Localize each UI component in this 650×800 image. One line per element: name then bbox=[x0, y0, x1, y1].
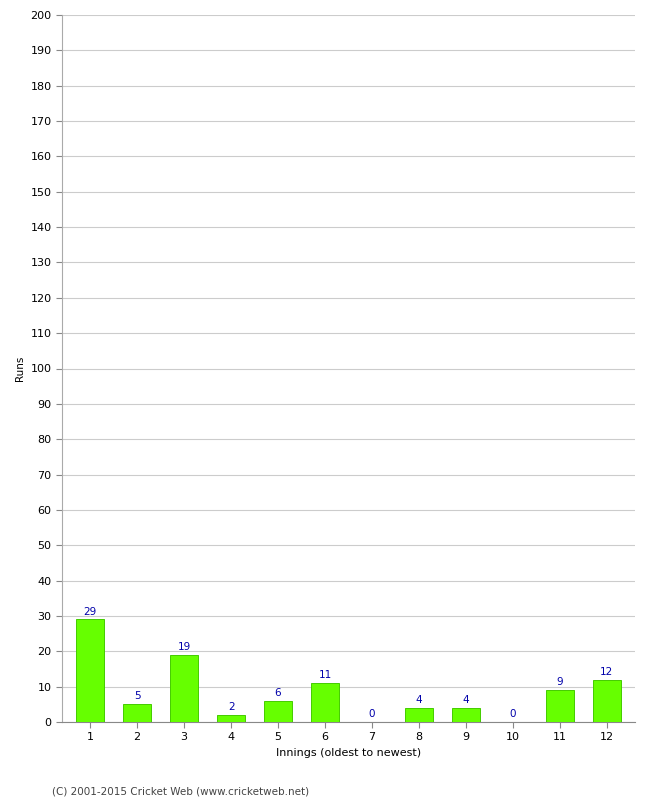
Bar bbox=[170, 655, 198, 722]
Text: 4: 4 bbox=[463, 695, 469, 705]
Bar bbox=[452, 708, 480, 722]
Text: 12: 12 bbox=[600, 666, 614, 677]
Bar bbox=[546, 690, 574, 722]
Text: 0: 0 bbox=[510, 709, 516, 719]
Text: 0: 0 bbox=[369, 709, 375, 719]
Text: 19: 19 bbox=[177, 642, 190, 652]
Text: 6: 6 bbox=[275, 688, 281, 698]
Text: 5: 5 bbox=[134, 691, 140, 702]
Bar bbox=[264, 701, 292, 722]
Bar bbox=[311, 683, 339, 722]
Text: 2: 2 bbox=[227, 702, 235, 712]
Bar bbox=[123, 704, 151, 722]
Text: (C) 2001-2015 Cricket Web (www.cricketweb.net): (C) 2001-2015 Cricket Web (www.cricketwe… bbox=[52, 786, 309, 796]
Text: 29: 29 bbox=[84, 606, 97, 617]
Bar bbox=[405, 708, 433, 722]
Bar bbox=[217, 715, 245, 722]
Bar bbox=[76, 619, 104, 722]
X-axis label: Innings (oldest to newest): Innings (oldest to newest) bbox=[276, 748, 421, 758]
Text: 9: 9 bbox=[556, 678, 563, 687]
Text: 11: 11 bbox=[318, 670, 332, 680]
Text: 4: 4 bbox=[415, 695, 423, 705]
Y-axis label: Runs: Runs bbox=[15, 356, 25, 381]
Bar bbox=[593, 679, 621, 722]
